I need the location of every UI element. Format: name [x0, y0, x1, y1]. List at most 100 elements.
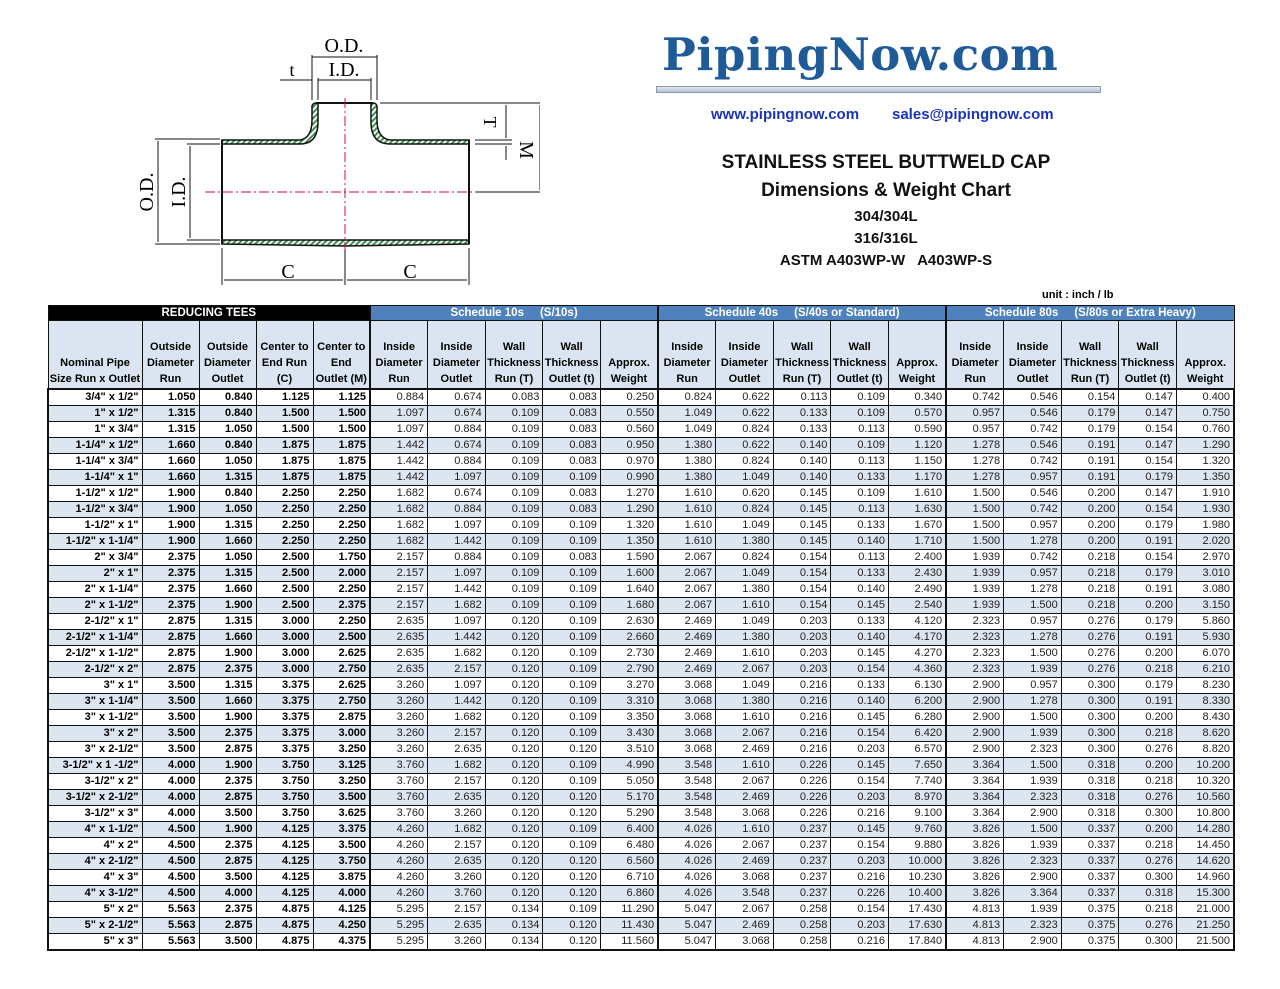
value-cell: 0.318 [1060, 805, 1120, 822]
value-cell: 0.109 [830, 485, 889, 502]
value-cell: 1.380 [715, 581, 774, 598]
value-cell: 0.147 [1118, 405, 1177, 422]
value-cell: 0.203 [772, 629, 832, 646]
column-header: Approx. Weight [887, 320, 947, 390]
value-cell: 4.170 [887, 629, 947, 646]
value-cell: 1.315 [198, 517, 257, 534]
table-row: 3-1/2" x 3" 4.000 3.500 3.750 3.625 3.760 3.26… [47, 805, 1235, 822]
value-cell: 0.760 [1175, 421, 1235, 438]
value-cell: 2.900 [945, 677, 1005, 694]
value-cell: 0.120 [484, 629, 544, 646]
value-cell: 3.500 [198, 805, 257, 822]
value-cell: 3.500 [312, 789, 371, 806]
value-cell: 0.203 [830, 741, 889, 758]
value-cell: 2.875 [141, 645, 200, 662]
pipe-size-cell: 2" x 1-1/4" [47, 581, 143, 598]
value-cell: 2.323 [1003, 741, 1062, 758]
value-cell: 0.133 [830, 517, 889, 534]
value-cell: 2.490 [887, 581, 947, 598]
value-cell: 1.600 [599, 565, 659, 582]
value-cell: 2.900 [1003, 933, 1062, 951]
value-cell: 0.140 [772, 469, 832, 486]
value-cell: 8.230 [1175, 677, 1235, 694]
pipe-size-cell: 4" x 1-1/2" [47, 821, 143, 838]
value-cell: 0.218 [1118, 725, 1177, 742]
value-cell: 0.109 [542, 901, 601, 918]
value-cell: 2.875 [198, 853, 257, 870]
value-cell: 3.000 [255, 613, 314, 630]
table-row: 3" x 1-1/2" 3.500 1.900 3.375 2.875 3.260 1.68… [47, 709, 1235, 726]
value-cell: 3.270 [599, 677, 659, 694]
value-cell: 0.742 [945, 388, 1005, 406]
website-link[interactable]: www.pipingnow.com [711, 106, 860, 123]
value-cell: 1.500 [312, 421, 371, 438]
value-cell: 0.218 [1118, 661, 1177, 678]
value-cell: 4.813 [945, 917, 1005, 934]
value-cell: 3.375 [255, 693, 314, 710]
value-cell: 2.500 [255, 565, 314, 582]
value-cell: 2.250 [255, 517, 314, 534]
table-row: 5" x 2-1/2" 5.563 2.875 4.875 4.250 5.295 2.63… [47, 917, 1235, 934]
value-cell: 0.083 [542, 485, 601, 502]
logo-underline [656, 86, 1101, 93]
value-cell: 2.875 [198, 741, 257, 758]
value-cell: 0.276 [1060, 613, 1120, 630]
value-cell: 1.875 [312, 469, 371, 486]
value-cell: 4.120 [887, 613, 947, 630]
value-cell: 1.939 [945, 565, 1005, 582]
value-cell: 2.469 [715, 789, 774, 806]
band-reducing-tees: REDUCING TEES [47, 305, 371, 321]
value-cell: 0.120 [484, 805, 544, 822]
value-cell: 0.276 [1060, 661, 1120, 678]
value-cell: 10.230 [887, 869, 947, 886]
value-cell: 0.154 [772, 581, 832, 598]
pipe-size-cell: 2-1/2" x 1-1/2" [47, 645, 143, 662]
pipe-size-cell: 5" x 3" [47, 933, 143, 951]
value-cell: 3.260 [369, 709, 429, 726]
value-cell: 3.375 [255, 709, 314, 726]
run-center-label: C [403, 261, 416, 283]
value-cell: 0.113 [830, 421, 889, 438]
value-cell: 0.200 [1060, 517, 1120, 534]
value-cell: 2.323 [945, 661, 1005, 678]
value-cell: 2.970 [1175, 549, 1235, 566]
value-cell: 0.120 [542, 869, 601, 886]
column-header: Approx. Weight [599, 320, 659, 390]
astm-spec: ASTM A403WP-W A403WP-S [779, 252, 993, 269]
value-cell: 1.682 [427, 709, 486, 726]
value-cell: 0.742 [1003, 549, 1062, 566]
pipe-size-cell: 1-1/2" x 1" [47, 517, 143, 534]
email-link[interactable]: sales@pipingnow.com [892, 106, 1054, 123]
value-cell: 0.191 [1060, 437, 1120, 454]
value-cell: 3.068 [657, 741, 717, 758]
value-cell: 0.300 [1060, 709, 1120, 726]
value-cell: 3.500 [141, 725, 200, 742]
value-cell: 0.884 [427, 549, 486, 566]
value-cell: 0.203 [772, 613, 832, 630]
value-cell: 3.068 [715, 933, 774, 951]
material-grade: 316/316L [854, 230, 918, 247]
value-cell: 0.300 [1060, 693, 1120, 710]
value-cell: 2.625 [312, 645, 371, 662]
value-cell: 0.742 [1003, 421, 1062, 438]
value-cell: 5.047 [657, 901, 717, 918]
value-cell: 0.400 [1175, 388, 1235, 406]
value-cell: 0.120 [484, 725, 544, 742]
table-row: 3-1/2" x 1 -1/2" 4.000 1.900 3.750 3.125 3.76… [47, 757, 1235, 774]
value-cell: 1.049 [657, 405, 717, 422]
value-cell: 0.590 [887, 421, 947, 438]
value-cell: 0.318 [1060, 773, 1120, 790]
value-cell: 1.278 [1003, 629, 1062, 646]
value-cell: 0.133 [830, 613, 889, 630]
value-cell: 0.300 [1060, 725, 1120, 742]
value-cell: 0.154 [772, 549, 832, 566]
table-row: 3-1/2" x 2" 4.000 2.375 3.750 3.250 3.760 2.15… [47, 773, 1235, 790]
branch-id-label: I.D. [328, 59, 359, 81]
value-cell: 0.957 [945, 421, 1005, 438]
value-cell: 0.179 [1118, 565, 1177, 582]
outlet-height-label: M [515, 141, 537, 159]
value-cell: 0.884 [427, 421, 486, 438]
value-cell: 2.900 [1003, 805, 1062, 822]
value-cell: 0.147 [1118, 437, 1177, 454]
value-cell: 21.000 [1175, 901, 1235, 918]
